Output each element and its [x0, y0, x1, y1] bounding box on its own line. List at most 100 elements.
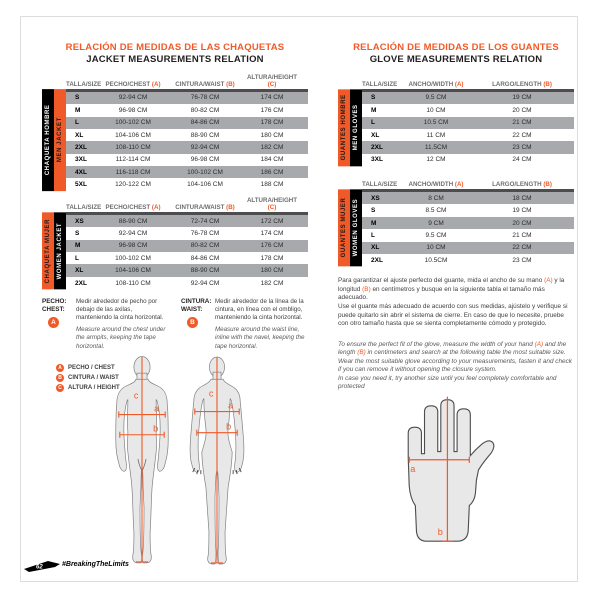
men-gloves-rows: S 9.5 CM 19 CM M 10 CM 20 CM L 10.5 CM 21 CM XL 11… — [362, 88, 574, 166]
value-cell: 100-102 CM — [115, 254, 151, 262]
value-cell: 9.5 CM — [425, 231, 447, 239]
glove-note-spanish: Para garantizar el ajuste perfecto del g… — [338, 277, 574, 328]
waist-text-es: Medir alrededor de la línea de la cintur… — [215, 298, 304, 322]
value-cell: 116-118 CM — [115, 168, 151, 176]
header-waist: CINTURA/WAIST (B) — [175, 203, 235, 211]
page-number: 62 — [36, 565, 43, 571]
table-row: 2XL 108-110 CM 92-94 CM 182 CM — [66, 141, 308, 154]
women-gloves-rows: XS 8 CM 18 CM S 8.5 CM 19 CM M 9 CM 20 CM L 9.5 CM… — [362, 189, 574, 266]
glove-note-es-p2: Use el guante más adecuado de acuerdo co… — [338, 302, 568, 328]
value-cell: 182 CM — [260, 144, 284, 151]
men-jacket-strips: CHAQUETA HOMBRE MEN JACKET — [42, 88, 66, 191]
table-row: S 9.5 CM 19 CM — [362, 91, 574, 105]
table-row: 2XL 10.5CM 23 CM — [362, 254, 574, 266]
value-cell: 88-90 CM — [190, 267, 220, 275]
value-cell: 22 CM — [512, 244, 532, 252]
value-cell: 88-90 CM — [118, 217, 148, 225]
value-cell: 84-86 CM — [190, 254, 220, 262]
table-row: 2XL 11.5CM 23 CM — [362, 141, 574, 154]
footer-hashtag: #BreakingTheLimits — [62, 561, 129, 568]
value-cell: 23 CM — [512, 256, 532, 264]
waist-guide: CINTURA: WAIST: B Medir alrededor de la … — [181, 298, 308, 350]
waist-text-en: Measure around the waist line, inline wi… — [215, 326, 305, 350]
strip-label-es: GUANTES MUJER — [338, 189, 350, 267]
header-waist: CINTURA/WAIST (B) — [175, 80, 235, 88]
men-gloves-strips: GUANTES HOMBRE MEN GLOVES — [338, 88, 362, 167]
chest-label-es: PECHO: — [42, 298, 67, 306]
size-cell: M — [371, 219, 377, 227]
glove-length-label: b — [438, 527, 443, 537]
size-cell: S — [371, 207, 376, 215]
header-chest: PECHO/CHEST (A) — [105, 80, 161, 88]
header-chest-letter: (A) — [151, 203, 161, 211]
value-cell: 11.5CM — [424, 144, 448, 151]
male-silhouette-drawing: c a b — [115, 356, 169, 564]
header-width: ANCHO/WIDTH (A) — [408, 80, 464, 88]
strip-label-en: WOMEN JACKET — [54, 211, 66, 290]
jackets-section: RELACIÓN DE MEDIDAS DE LAS CHAQUETAS JAC… — [42, 42, 308, 394]
header-width-letter: (A) — [454, 181, 464, 189]
women-jacket-rows: XS 88-90 CM 72-74 CM 172 CM S 92-94 CM 76-78 C… — [66, 211, 308, 289]
value-cell: 8 CM — [428, 194, 444, 202]
header-size: TALLA/SIZE — [362, 80, 398, 88]
table-row: L 9.5 CM 21 CM — [362, 229, 574, 241]
header-size: TALLA/SIZE — [66, 203, 102, 211]
strip-label-en: WOMEN GLOVES — [350, 189, 362, 267]
header-height: ALTURA/HEIGHT (C) — [246, 196, 298, 211]
chest-text-en: Measure around the chest under the armpi… — [76, 326, 166, 350]
size-cell: L — [75, 119, 79, 127]
value-cell: 72-74 CM — [190, 217, 220, 225]
value-cell: 186 CM — [260, 168, 284, 176]
value-cell: 76-78 CM — [190, 94, 220, 102]
jackets-title-en: JACKET MEASUREMENTS RELATION — [86, 53, 264, 65]
value-cell: 88-90 CM — [190, 131, 220, 139]
size-cell: 2XL — [371, 256, 383, 264]
legend-item-waist: B CINTURA / WAIST — [56, 373, 308, 382]
men-jacket-table-body: CHAQUETA HOMBRE MEN JACKET S 92-94 CM 76-7… — [42, 88, 308, 191]
header-width-letter: (A) — [454, 80, 464, 88]
size-cell: 2XL — [371, 144, 383, 151]
women-jacket-table-body: CHAQUETA MUJER WOMEN JACKET XS 88-90 CM 72… — [42, 211, 308, 290]
size-cell: M — [371, 106, 377, 114]
value-cell: 23 CM — [512, 144, 532, 151]
header-length-letter: (B) — [543, 80, 552, 88]
size-cell: XL — [75, 267, 84, 275]
size-cell: L — [371, 231, 375, 239]
measuring-guide: PECHO: CHEST: A Medir alrededor de pecho… — [42, 298, 308, 350]
value-cell: 19 CM — [512, 207, 532, 215]
value-cell: 96-98 CM — [190, 156, 220, 164]
table-row: 4XL 116-118 CM 100-102 CM 186 CM — [66, 166, 308, 179]
value-cell: 10 CM — [426, 106, 446, 114]
chest-text-es: Medir alrededor de pecho por debajo de l… — [76, 298, 164, 322]
value-cell: 180 CM — [260, 267, 284, 275]
legend-letter-b: B — [56, 373, 64, 382]
value-cell: 80-82 CM — [190, 242, 220, 250]
header-width: ANCHO/WIDTH (A) — [408, 181, 464, 189]
glove-figure: a b — [396, 396, 508, 555]
male-height-label: c — [134, 390, 139, 400]
header-length-letter: (B) — [543, 181, 552, 189]
page-number-swoosh: 62 — [24, 560, 60, 578]
men-jacket-table: TALLA/SIZE PECHO/CHEST (A) CINTURA/WAIST… — [42, 74, 308, 191]
value-cell: 176 CM — [260, 106, 284, 114]
value-cell: 92-94 CM — [118, 94, 148, 102]
jackets-title-block: RELACIÓN DE MEDIDAS DE LAS CHAQUETAS JAC… — [42, 42, 308, 66]
value-cell: 9 CM — [428, 219, 444, 227]
value-cell: 174 CM — [260, 94, 284, 102]
chest-guide: PECHO: CHEST: A Medir alrededor de pecho… — [42, 298, 169, 350]
value-cell: 174 CM — [260, 229, 284, 237]
value-cell: 8.5 CM — [425, 207, 447, 215]
chest-label-en: CHEST: — [42, 306, 65, 314]
legend-letter-a: A — [56, 363, 64, 372]
value-cell: 176 CM — [260, 242, 284, 250]
legend-item-height: C ALTURA / HEIGHT — [56, 383, 308, 392]
table-row: L 10.5 CM 21 CM — [362, 116, 574, 129]
inline-letter-a: (A) — [544, 277, 553, 285]
table-row: M 10 CM 20 CM — [362, 104, 574, 116]
female-waist-label: b — [226, 422, 231, 432]
size-cell: XS — [371, 194, 380, 202]
value-cell: 100-102 CM — [115, 119, 151, 127]
header-waist-letter: (B) — [226, 80, 235, 88]
value-cell: 19 CM — [512, 94, 532, 102]
